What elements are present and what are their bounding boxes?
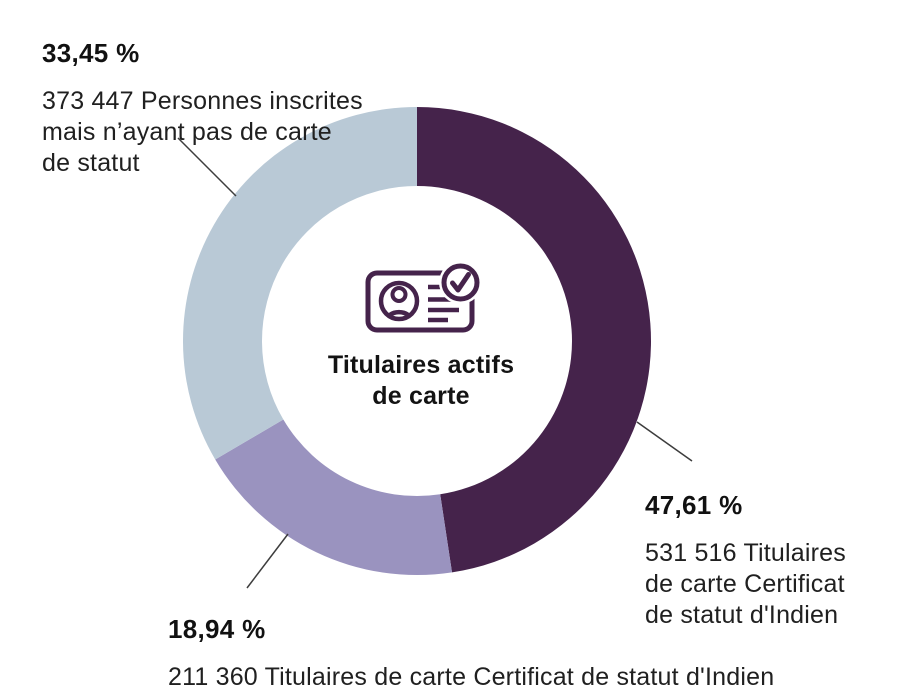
leader-lines [177, 137, 693, 589]
donut-segment-2 [183, 107, 417, 460]
pct-certificate-large: 47,61 % [645, 490, 743, 520]
label-no-card: 33,45 % 373 447 Personnes inscrites mais… [42, 20, 363, 197]
donut-segment-1 [215, 419, 453, 576]
avatar-head-icon [390, 286, 408, 303]
pct-no-card: 33,45 % [42, 38, 140, 68]
leader-line-certificate-small [246, 533, 289, 589]
pct-certificate-small: 18,94 % [168, 614, 266, 644]
donut-center-title: Titulaires actifs de carte [327, 351, 515, 410]
leader-line-no-card [177, 137, 237, 197]
donut-segment-0 [417, 107, 652, 573]
checkmark-icon [450, 272, 471, 293]
id-card-check-icon [365, 261, 482, 333]
donut-segments [183, 107, 652, 576]
desc-no-card: 373 447 Personnes inscrites mais n’ayant… [42, 87, 363, 177]
desc-certificate-small: 211 360 Titulaires de carte Certificat d… [168, 663, 775, 686]
label-certificate-large: 47,61 % 531 516 Titulaires de carte Cert… [645, 472, 846, 649]
leader-line-certificate-large [636, 421, 693, 462]
avatar-shoulders-icon [383, 309, 415, 317]
desc-certificate-large: 531 516 Titulaires de carte Certificat d… [645, 539, 846, 629]
label-certificate-small: 18,94 % 211 360 Titulaires de carte Cert… [168, 596, 774, 686]
avatar-circle-icon [378, 280, 420, 322]
